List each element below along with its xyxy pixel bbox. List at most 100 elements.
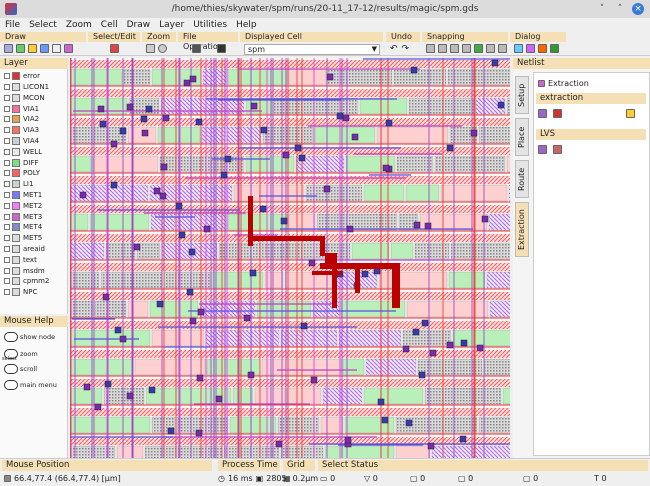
menu-utilities[interactable]: Utilities (193, 20, 228, 30)
tab-route[interactable]: Route (515, 160, 529, 198)
layer-visible-checkbox[interactable] (4, 235, 10, 242)
layer-visible-checkbox[interactable] (4, 267, 10, 274)
netlist-body: Extraction extraction LVS (533, 72, 650, 456)
box-icon[interactable] (16, 44, 25, 53)
extract-run-icon[interactable] (538, 109, 547, 118)
layer-row-well[interactable]: WELL (4, 147, 42, 158)
displayed-cell-label: Displayed Cell (240, 32, 383, 42)
layer-row-met1[interactable]: MET1 (4, 190, 42, 201)
snap-3-icon[interactable] (450, 44, 459, 53)
layer-row-areaid[interactable]: areaid (4, 244, 45, 255)
layer-label: VIA3 (23, 126, 40, 135)
select-count-texts: T 0 (594, 474, 607, 483)
layer-row-via2[interactable]: VIA2 (4, 114, 39, 125)
snap-2-icon[interactable] (438, 44, 447, 53)
open-icon[interactable] (192, 44, 201, 53)
lvs-run-icon[interactable] (538, 145, 547, 154)
layer-row-met4[interactable]: MET4 (4, 222, 42, 233)
menu-layer[interactable]: Layer (159, 20, 185, 30)
lvs-options-icon[interactable] (553, 145, 562, 154)
layer-visible-checkbox[interactable] (4, 94, 10, 101)
layer-row-licon1[interactable]: LICON1 (4, 82, 49, 93)
layer-row-via4[interactable]: VIA4 (4, 136, 39, 147)
layer-visible-checkbox[interactable] (4, 84, 10, 91)
tab-setup[interactable]: Setup (515, 76, 529, 114)
snap-6-icon[interactable] (486, 44, 495, 53)
clock-icon: ◷ (218, 474, 225, 483)
layer-row-li1[interactable]: LI1 (4, 179, 33, 190)
select-group-label: Select/Edit (88, 32, 140, 42)
layer-visible-checkbox[interactable] (4, 246, 10, 253)
zoom-in-icon[interactable] (158, 44, 167, 53)
tab-place[interactable]: Place (515, 118, 529, 156)
layout-canvas[interactable] (70, 58, 510, 458)
layer-visible-checkbox[interactable] (4, 256, 10, 263)
layer-visible-checkbox[interactable] (4, 105, 10, 112)
path-icon[interactable] (40, 44, 49, 53)
layer-color-swatch (12, 169, 20, 178)
dialog-1-icon[interactable] (514, 44, 523, 53)
layer-visible-checkbox[interactable] (4, 148, 10, 155)
layer-row-via3[interactable]: VIA3 (4, 125, 39, 136)
layer-row-met3[interactable]: MET3 (4, 211, 42, 222)
layer-row-npc[interactable]: NPC (4, 287, 37, 298)
close-icon[interactable]: × (632, 3, 644, 15)
menu-file[interactable]: File (5, 20, 21, 30)
extract-options-icon[interactable] (553, 109, 562, 118)
menu-select[interactable]: Select (29, 20, 57, 30)
menu-zoom[interactable]: Zoom (65, 20, 92, 30)
layer-row-mcon[interactable]: MCON (4, 93, 45, 104)
layer-row-met2[interactable]: MET2 (4, 201, 42, 212)
snap-7-icon[interactable] (498, 44, 507, 53)
layer-visible-checkbox[interactable] (4, 138, 10, 145)
layer-visible-checkbox[interactable] (4, 192, 10, 199)
layer-visible-checkbox[interactable] (4, 224, 10, 231)
lvs-tools (538, 145, 562, 154)
dialog-2-icon[interactable] (526, 44, 535, 53)
dialog-3-icon[interactable] (538, 44, 547, 53)
layer-row-met5[interactable]: MET5 (4, 233, 42, 244)
layer-row-error[interactable]: error (4, 71, 40, 82)
layer-row-text[interactable]: text (4, 255, 37, 266)
layer-visible-checkbox[interactable] (4, 116, 10, 123)
redo-icon[interactable]: ↷ (401, 44, 410, 54)
layer-color-swatch (12, 158, 20, 167)
layer-visible-checkbox[interactable] (4, 213, 10, 220)
extract-help-icon[interactable] (626, 109, 635, 118)
layer-row-msdm[interactable]: msdm (4, 265, 45, 276)
dialog-4-icon[interactable] (550, 44, 559, 53)
layer-visible-checkbox[interactable] (4, 181, 10, 188)
save-icon[interactable] (217, 44, 226, 53)
via-icon[interactable] (64, 44, 73, 53)
snap-5-icon[interactable] (474, 44, 483, 53)
layer-row-via1[interactable]: VIA1 (4, 103, 39, 114)
layer-visible-checkbox[interactable] (4, 202, 10, 209)
undo-icon[interactable]: ↶ (390, 44, 398, 54)
menu-cell[interactable]: Cell (100, 20, 118, 30)
layer-visible-checkbox[interactable] (4, 170, 10, 177)
layer-row-poly[interactable]: POLY (4, 168, 40, 179)
tab-extraction[interactable]: Extraction (515, 202, 529, 257)
snap-4-icon[interactable] (462, 44, 471, 53)
zoom-fit-icon[interactable] (146, 44, 155, 53)
maximize-icon[interactable]: ˄ (617, 4, 623, 14)
netlist-panel: Netlist Setup Place Route Extraction Ext… (513, 58, 650, 458)
pointer-icon[interactable] (4, 44, 13, 53)
layer-color-swatch (12, 234, 20, 243)
layer-row-cpmm2[interactable]: cpmm2 (4, 276, 49, 287)
layer-row-diff[interactable]: DIFF (4, 157, 39, 168)
layer-visible-checkbox[interactable] (4, 159, 10, 166)
menu-draw[interactable]: Draw (126, 20, 151, 30)
menu-help[interactable]: Help (236, 20, 257, 30)
text-icon[interactable] (52, 44, 61, 53)
snap-1-icon[interactable] (426, 44, 435, 53)
layer-label: NPC (23, 288, 38, 297)
layer-visible-checkbox[interactable] (4, 127, 10, 134)
layer-visible-checkbox[interactable] (4, 278, 10, 285)
layer-visible-checkbox[interactable] (4, 289, 10, 296)
displayed-cell-select[interactable]: spm ▼ (244, 44, 380, 55)
polygon-icon[interactable] (28, 44, 37, 53)
layer-visible-checkbox[interactable] (4, 73, 10, 80)
select-icon[interactable] (110, 44, 119, 53)
minimize-icon[interactable]: ˅ (599, 4, 605, 14)
